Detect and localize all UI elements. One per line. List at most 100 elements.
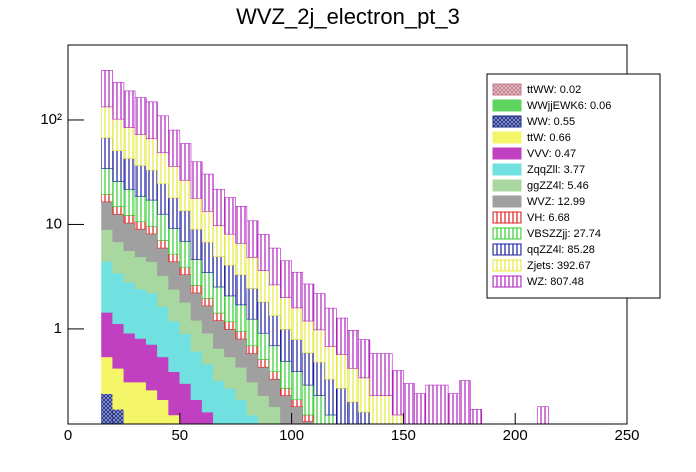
legend-label: WVZ: 12.99 [527, 196, 585, 208]
legend-label: WW: 0.55 [527, 116, 575, 128]
bar-segment [190, 285, 203, 294]
bar-segment [268, 378, 281, 408]
legend-label: Zjets: 392.67 [527, 260, 591, 272]
bar-segment [190, 292, 203, 321]
bar-segment [313, 395, 326, 425]
x-tick-label: 100 [279, 427, 304, 444]
bar-segment [257, 366, 270, 396]
bar-segment [257, 395, 270, 425]
bar-segment [101, 106, 114, 139]
bar-segment [134, 381, 147, 425]
bar-segment [257, 301, 270, 334]
bar-segment [246, 318, 259, 347]
x-tick-label: 200 [503, 427, 528, 444]
bar-segment [179, 266, 192, 276]
bar-segment [280, 360, 292, 389]
bar-segment [134, 195, 147, 223]
bar-segment [101, 168, 114, 195]
bar-segment [324, 346, 337, 380]
bar-segment [235, 274, 248, 306]
bar-segment [447, 393, 460, 425]
bar-segment [213, 380, 225, 425]
bar-segment [537, 406, 550, 425]
bar-segment [190, 319, 203, 352]
bar-segment [101, 201, 114, 230]
bar-segment [235, 206, 248, 244]
bar-segment [291, 406, 304, 425]
bar-segment [168, 371, 181, 416]
bar-segment [268, 315, 281, 347]
bar-segment [436, 384, 449, 425]
legend-swatch [492, 211, 522, 224]
bar-segment [112, 409, 125, 425]
bar-segment [123, 90, 136, 128]
bar-segment [313, 361, 326, 396]
bar-segment [168, 166, 181, 199]
bar-segment [145, 199, 158, 227]
bar-segment [246, 345, 259, 354]
bar-segment [134, 288, 147, 339]
bar-segment [358, 377, 371, 413]
bar-segment [235, 243, 248, 276]
bar-segment [168, 320, 181, 372]
bar-segment [213, 225, 225, 257]
bar-segment [201, 298, 214, 307]
bar-segment [179, 143, 192, 181]
bar-segment [112, 323, 125, 369]
bar-segment [291, 307, 304, 340]
x-tick-label: 250 [614, 427, 639, 444]
bar-segment [257, 234, 270, 271]
bar-segment [268, 284, 281, 316]
bar-segment [347, 367, 359, 403]
bar-segment [403, 383, 415, 425]
bar-segment [213, 348, 225, 381]
bar-segment [123, 127, 136, 159]
bar-segment [134, 228, 147, 258]
legend-swatch [492, 131, 522, 144]
bar-segment [157, 152, 169, 185]
bar-segment [246, 220, 259, 258]
bar-segment [101, 70, 114, 108]
bar-segment [313, 329, 326, 363]
bar-segment [112, 181, 125, 207]
bar-segment [157, 399, 169, 425]
bar-segment [235, 338, 248, 368]
bar-segment [157, 240, 169, 249]
bar-segment [123, 158, 136, 190]
bar-segment [123, 381, 136, 425]
bar-segment [157, 275, 169, 307]
bar-segment [235, 399, 248, 425]
bar-segment [324, 414, 337, 425]
legend-label: ZqqZll: 3.77 [527, 164, 585, 176]
bar-segment [313, 293, 326, 331]
bar-segment [280, 329, 292, 362]
bar-segment [134, 221, 147, 230]
bar-segment [112, 241, 125, 274]
bar-segment [246, 381, 259, 416]
bar-segment [157, 115, 169, 154]
bar-segment [168, 129, 181, 167]
bar-segment [224, 233, 237, 266]
bar-segment [179, 333, 192, 384]
legend-label: ggZZ4l: 5.46 [527, 180, 589, 192]
bar-segment [112, 82, 125, 120]
bar-segment [224, 388, 237, 425]
bar-segment [157, 306, 169, 358]
bar-segment [246, 353, 259, 383]
legend-swatch [492, 99, 522, 112]
bar-segment [213, 312, 225, 321]
bar-segment [190, 399, 203, 425]
bar-segment [324, 307, 337, 347]
bar-segment [101, 229, 114, 262]
bar-segment [257, 332, 270, 360]
bar-segment [145, 169, 158, 201]
bar-segment [101, 137, 114, 169]
bar-segment [414, 393, 427, 425]
bar-segment [235, 330, 248, 340]
bar-segment [268, 371, 281, 380]
bar-segment [112, 118, 125, 151]
bar-segment [302, 414, 315, 422]
bar-segment [302, 384, 315, 416]
legend-swatch [492, 179, 522, 192]
bar-segment [112, 367, 125, 410]
